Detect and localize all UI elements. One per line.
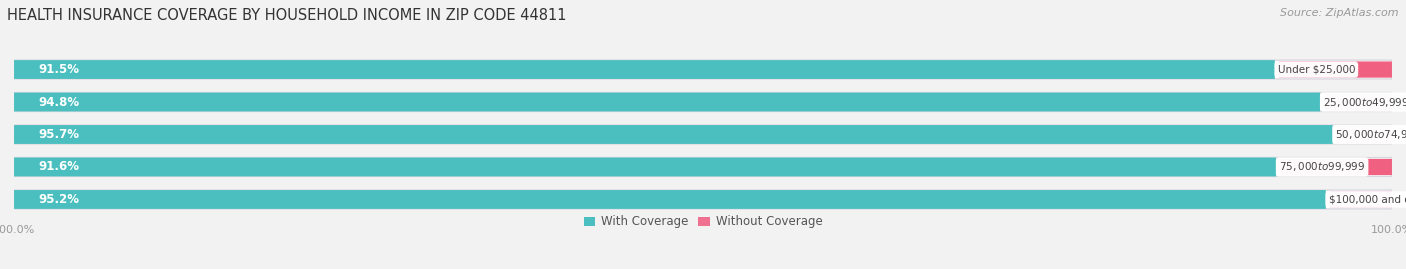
FancyBboxPatch shape xyxy=(1281,159,1392,175)
FancyBboxPatch shape xyxy=(14,125,1333,144)
FancyBboxPatch shape xyxy=(14,190,1326,209)
Text: Source: ZipAtlas.com: Source: ZipAtlas.com xyxy=(1281,8,1399,18)
Text: 95.7%: 95.7% xyxy=(39,128,80,141)
Text: 94.8%: 94.8% xyxy=(39,95,80,108)
Text: $50,000 to $74,999: $50,000 to $74,999 xyxy=(1336,128,1406,141)
Text: 91.6%: 91.6% xyxy=(39,161,80,174)
FancyBboxPatch shape xyxy=(14,60,1275,79)
FancyBboxPatch shape xyxy=(14,60,1392,79)
Legend: With Coverage, Without Coverage: With Coverage, Without Coverage xyxy=(583,215,823,228)
FancyBboxPatch shape xyxy=(1279,61,1392,78)
Text: Under $25,000: Under $25,000 xyxy=(1278,65,1355,75)
FancyBboxPatch shape xyxy=(14,93,1392,111)
FancyBboxPatch shape xyxy=(1330,191,1392,208)
FancyBboxPatch shape xyxy=(1324,94,1393,110)
FancyBboxPatch shape xyxy=(1337,126,1392,143)
Text: $25,000 to $49,999: $25,000 to $49,999 xyxy=(1323,95,1406,108)
Text: $75,000 to $99,999: $75,000 to $99,999 xyxy=(1279,161,1365,174)
FancyBboxPatch shape xyxy=(14,125,1392,144)
Text: $100,000 and over: $100,000 and over xyxy=(1329,194,1406,204)
FancyBboxPatch shape xyxy=(14,190,1392,209)
Text: 91.5%: 91.5% xyxy=(39,63,80,76)
Text: 95.2%: 95.2% xyxy=(39,193,80,206)
FancyBboxPatch shape xyxy=(14,93,1320,111)
FancyBboxPatch shape xyxy=(14,158,1392,176)
Text: HEALTH INSURANCE COVERAGE BY HOUSEHOLD INCOME IN ZIP CODE 44811: HEALTH INSURANCE COVERAGE BY HOUSEHOLD I… xyxy=(7,8,567,23)
FancyBboxPatch shape xyxy=(14,158,1277,176)
